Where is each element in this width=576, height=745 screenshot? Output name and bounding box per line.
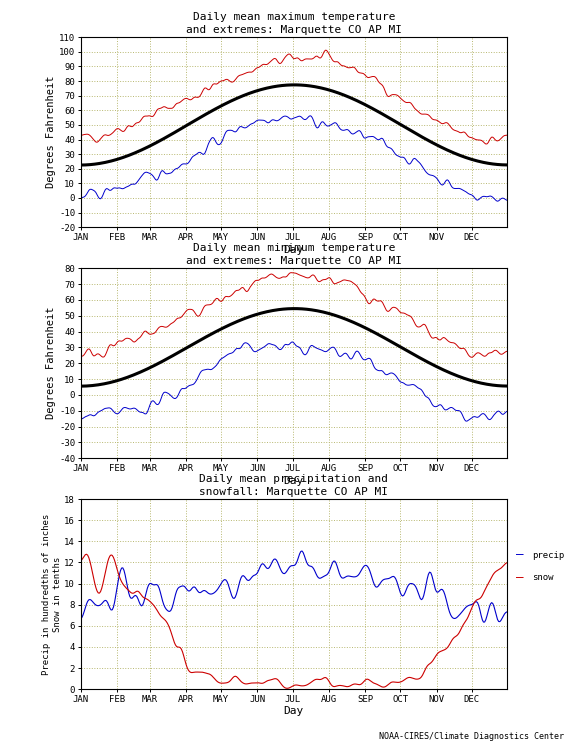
Text: NOAA-CIRES/Climate Diagnostics Center: NOAA-CIRES/Climate Diagnostics Center [380,732,564,741]
X-axis label: Day: Day [283,706,304,717]
Title: Daily mean precipitation and
snowfall: Marquette CO AP MI: Daily mean precipitation and snowfall: M… [199,474,388,497]
Y-axis label: Precip in hundredths of inches
Snow in tenths: Precip in hundredths of inches Snow in t… [42,513,62,675]
Text: snow: snow [532,573,553,582]
X-axis label: Day: Day [283,244,304,255]
Title: Daily mean maximum temperature
and extremes: Marquette CO AP MI: Daily mean maximum temperature and extre… [185,12,401,35]
X-axis label: Day: Day [283,475,304,486]
Y-axis label: Degrees Fahrenheit: Degrees Fahrenheit [46,307,56,419]
Title: Daily mean minimum temperature
and extremes: Marquette CO AP MI: Daily mean minimum temperature and extre… [185,243,401,266]
Text: precip: precip [532,551,564,559]
Text: —: — [516,548,523,562]
Y-axis label: Degrees Fahrenheit: Degrees Fahrenheit [46,76,56,188]
Text: —: — [516,571,523,584]
